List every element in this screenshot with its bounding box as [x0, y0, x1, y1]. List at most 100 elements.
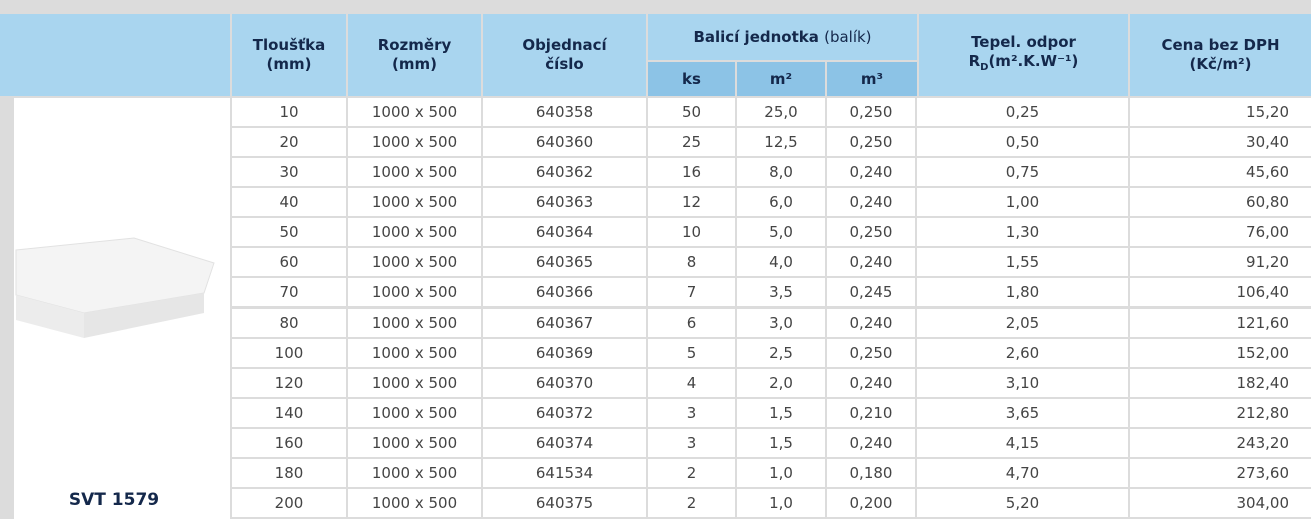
table-cell: 640370 — [483, 369, 646, 397]
table-cell: 5,0 — [737, 218, 825, 246]
table-cell: 1000 x 500 — [348, 248, 481, 276]
table-cell: 40 — [232, 188, 346, 216]
table-cell: 5,20 — [917, 489, 1128, 517]
header-dimensions: Rozměry(mm) — [348, 14, 481, 96]
header-text: ks — [648, 70, 735, 89]
table-cell: 3 — [648, 429, 735, 457]
header-text: m² — [737, 70, 825, 89]
table-cell: 2,5 — [737, 339, 825, 367]
table-cell: 4,70 — [917, 459, 1128, 487]
table-cell: 640369 — [483, 339, 646, 367]
table-cell: 640367 — [483, 309, 646, 337]
table-cell: 3 — [648, 399, 735, 427]
table-cell: 12,5 — [737, 128, 825, 156]
table-cell: 2,60 — [917, 339, 1128, 367]
table-cell: 0,25 — [917, 98, 1128, 126]
table-cell: 1,80 — [917, 278, 1128, 306]
table-cell: 25 — [648, 128, 735, 156]
header-text: (m².K.W⁻¹) — [988, 52, 1078, 70]
table-cell: 45,60 — [1130, 158, 1311, 186]
table-cell: 640366 — [483, 278, 646, 306]
table-cell: 180 — [232, 459, 346, 487]
header-text: R — [969, 52, 981, 70]
table-cell: 70 — [232, 278, 346, 306]
table-cell: 120 — [232, 369, 346, 397]
header-text: Objednací — [483, 36, 646, 55]
table-cell: 0,240 — [827, 158, 915, 186]
table-cell: 2 — [648, 489, 735, 517]
table-cell: 1000 x 500 — [348, 98, 481, 126]
table-cell: 80 — [232, 309, 346, 337]
table-cell: 0,250 — [827, 98, 915, 126]
table-cell: 25,0 — [737, 98, 825, 126]
table-cell: 182,40 — [1130, 369, 1311, 397]
table-cell: 640372 — [483, 399, 646, 427]
table-cell: 4,15 — [917, 429, 1128, 457]
header-ks: ks — [648, 62, 735, 96]
table-cell: 16 — [648, 158, 735, 186]
table-cell: 641534 — [483, 459, 646, 487]
table-cell: 30 — [232, 158, 346, 186]
header-text: Tepel. odpor — [919, 33, 1128, 52]
table-cell: 1,30 — [917, 218, 1128, 246]
table-cell: 160 — [232, 429, 346, 457]
table-cell: 5 — [648, 339, 735, 367]
table-cell: 1000 x 500 — [348, 309, 481, 337]
table-cell: 304,00 — [1130, 489, 1311, 517]
table-cell: 0,240 — [827, 369, 915, 397]
table-cell: 273,60 — [1130, 459, 1311, 487]
table-cell: 8 — [648, 248, 735, 276]
table-cell: 1000 x 500 — [348, 489, 481, 517]
table-cell: 0,200 — [827, 489, 915, 517]
table-cell: 50 — [648, 98, 735, 126]
header-line: Balicí jednotka (balík) — [648, 28, 917, 47]
table-cell: 1,55 — [917, 248, 1128, 276]
product-panel: SVT 1579 — [14, 98, 230, 519]
table-cell: 1000 x 500 — [348, 278, 481, 306]
header-text: číslo — [483, 55, 646, 74]
header-text: Cena bez DPH — [1130, 36, 1311, 55]
table-cell: 1,00 — [917, 188, 1128, 216]
header-line: RD(m².K.W⁻¹) — [919, 52, 1128, 77]
table-cell: 1,5 — [737, 399, 825, 427]
table-cell: 50 — [232, 218, 346, 246]
table-cell: 640360 — [483, 128, 646, 156]
table-cell: 0,180 — [827, 459, 915, 487]
header-text: (mm) — [348, 55, 481, 74]
header-text: Rozměry — [348, 36, 481, 55]
table-cell: 140 — [232, 399, 346, 427]
table-cell: 2,05 — [917, 309, 1128, 337]
table-cell: 0,240 — [827, 429, 915, 457]
table-cell: 640375 — [483, 489, 646, 517]
table-cell: 2,0 — [737, 369, 825, 397]
table-cell: 0,250 — [827, 128, 915, 156]
table-cell: 1000 x 500 — [348, 158, 481, 186]
page: Tloušťka(mm) Rozměry(mm) Objednacíčíslo … — [0, 0, 1311, 519]
table-cell: 4 — [648, 369, 735, 397]
header-thickness: Tloušťka(mm) — [232, 14, 346, 96]
table-cell: 10 — [648, 218, 735, 246]
header-m2: m² — [737, 62, 825, 96]
table-cell: 0,240 — [827, 248, 915, 276]
table-cell: 0,250 — [827, 339, 915, 367]
table-cell: 3,0 — [737, 309, 825, 337]
table-cell: 1,0 — [737, 459, 825, 487]
table-cell: 0,50 — [917, 128, 1128, 156]
table-cell: 3,10 — [917, 369, 1128, 397]
table-cell: 152,00 — [1130, 339, 1311, 367]
product-image — [14, 98, 230, 519]
table-cell: 30,40 — [1130, 128, 1311, 156]
header-package: Balicí jednotka (balík) — [648, 14, 917, 60]
header-blank — [0, 14, 230, 96]
table-cell: 1000 x 500 — [348, 218, 481, 246]
table-cell: 640363 — [483, 188, 646, 216]
header-text: Balicí jednotka — [693, 28, 818, 46]
table-cell: 0,250 — [827, 218, 915, 246]
header-note: (balík) — [824, 28, 871, 46]
table-cell: 1000 x 500 — [348, 459, 481, 487]
table-cell: 6,0 — [737, 188, 825, 216]
table-cell: 212,80 — [1130, 399, 1311, 427]
table-cell: 6 — [648, 309, 735, 337]
